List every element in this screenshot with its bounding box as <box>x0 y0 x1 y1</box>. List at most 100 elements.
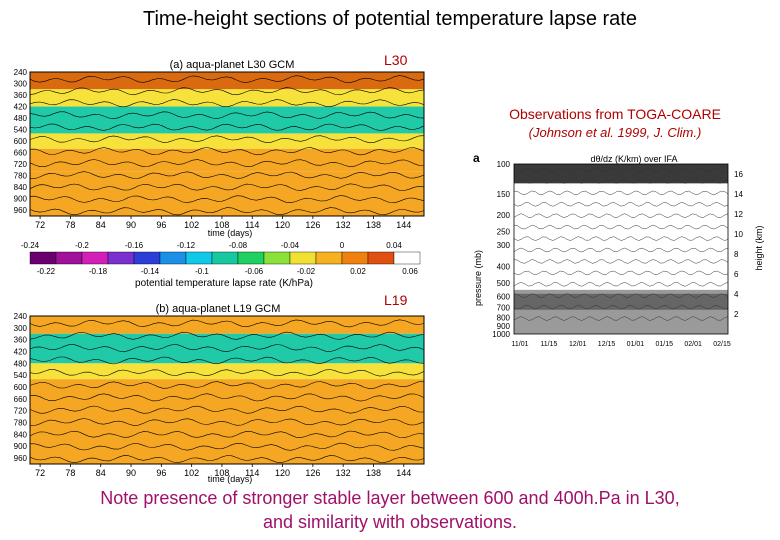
contour-line <box>29 430 425 439</box>
chart-title: (a) aqua-planet L30 GCM <box>170 59 295 71</box>
contour-line <box>29 455 425 464</box>
colorbar-upper-tick: -0.04 <box>281 241 300 250</box>
y-tick-label: 400 <box>497 262 511 271</box>
colorbar-upper-tick: -0.2 <box>75 241 89 250</box>
colorbar-lower-tick: 0.06 <box>402 267 418 276</box>
contour-line <box>513 247 729 253</box>
tropopause-band <box>514 164 728 184</box>
x-tick-label: 12/15 <box>598 341 616 348</box>
colorbar-upper-tick: 0 <box>340 241 345 250</box>
y2-tick-label: 2 <box>734 310 739 319</box>
x-tick-label: 120 <box>275 220 290 230</box>
colorbar-swatch <box>211 251 239 265</box>
contour-line <box>29 331 425 340</box>
note-line-1: Note presence of stronger stable layer b… <box>100 488 680 508</box>
band-3 <box>30 379 424 427</box>
x-tick-label: 126 <box>305 220 320 230</box>
y-tick-label: 420 <box>14 348 28 357</box>
x-tick-label: 138 <box>366 468 381 478</box>
x-tick-label: 144 <box>396 220 411 230</box>
contour-line <box>29 369 425 377</box>
y-tick-label: 480 <box>14 114 28 123</box>
colorbar-label: potential temperature lapse rate (K/hPa) <box>135 278 313 289</box>
x-tick-label: 72 <box>35 468 45 478</box>
y2-tick-label: 16 <box>734 170 743 179</box>
colorbar-swatch <box>133 251 161 265</box>
x-tick-label: 120 <box>275 468 290 478</box>
contour-line <box>513 316 729 321</box>
contour-line <box>29 75 425 84</box>
y-tick-label: 360 <box>14 91 28 100</box>
observations-citation: (Johnson et al. 1999, J. Clim.) <box>528 125 702 140</box>
y-tick-label: 500 <box>497 279 511 288</box>
x-tick-label: 72 <box>35 220 45 230</box>
y-tick-label: 1000 <box>492 330 510 339</box>
y-tick-label: 600 <box>497 292 511 301</box>
colorbar-swatch <box>159 251 187 265</box>
y-tick-label: 240 <box>14 68 28 77</box>
panel-letter: a <box>473 151 480 165</box>
y-tick-label: 360 <box>14 336 28 345</box>
contour-line <box>29 356 425 365</box>
contour-line <box>513 236 729 241</box>
contour-line <box>29 159 425 168</box>
x-axis-label: time (days) <box>208 474 253 484</box>
contour-line <box>513 282 729 287</box>
contour-line <box>29 123 425 131</box>
x-tick-label: 11/15 <box>540 341 557 348</box>
x-tick-label: 96 <box>156 220 166 230</box>
contour-line <box>29 207 425 216</box>
colorbar-lower-tick: 0.02 <box>350 267 366 276</box>
y-tick-label: 240 <box>14 312 28 321</box>
colorbar-lower-tick: -0.14 <box>141 267 160 276</box>
colorbar-lower-tick: -0.02 <box>297 267 316 276</box>
y-axis-label: pressure (mb) <box>473 250 483 306</box>
contour-line <box>29 87 425 96</box>
y-tick-label: 780 <box>14 172 28 181</box>
contour-line <box>29 344 425 353</box>
contour-line <box>513 179 729 184</box>
y-tick-label: 960 <box>14 206 28 215</box>
x-tick-label: 90 <box>126 220 136 230</box>
contour-line <box>513 259 729 264</box>
note-line-2: and similarity with observations. <box>262 512 518 532</box>
contour-line <box>513 270 729 276</box>
y-tick-label: 960 <box>14 454 28 463</box>
contour-line <box>513 304 729 310</box>
y-tick-label: 100 <box>497 160 511 169</box>
x-tick-label: 11/01 <box>512 341 529 348</box>
contour-line <box>30 171 425 179</box>
x-tick-label: 84 <box>96 468 106 478</box>
stable-layer-band <box>514 293 728 310</box>
chart-title: dθ/dz (K/km) over IFA <box>590 154 677 164</box>
colorbar-lower-tick: -0.1 <box>195 267 209 276</box>
x-tick-label: 108 <box>214 468 229 478</box>
y-tick-label: 840 <box>14 183 28 192</box>
contour-line <box>29 405 424 414</box>
l30-time-height-chart: (a) aqua-planet L30 GCM 240 300 360 420 480 5… <box>14 59 425 238</box>
colorbar-swatch <box>237 251 265 265</box>
l19-label: L19 <box>384 292 408 308</box>
contour-line <box>29 111 425 120</box>
y-tick-label: 150 <box>497 190 511 199</box>
band-0 <box>30 316 424 334</box>
contour-line <box>29 99 425 108</box>
plot-frame <box>29 71 425 217</box>
y-tick-label: 300 <box>14 324 28 333</box>
note-text: Note presence of stronger stable layer b… <box>20 486 760 534</box>
y-tick-label: 480 <box>14 359 28 368</box>
y-tick-label: 300 <box>14 80 28 89</box>
colorbar-swatch <box>341 251 369 265</box>
contour-line <box>513 224 729 230</box>
y-tick-label: 600 <box>14 137 28 146</box>
contour-line <box>29 195 425 204</box>
y-tick-label: 720 <box>14 160 28 169</box>
x-tick-label: 132 <box>336 468 351 478</box>
x-tick-label: 01/15 <box>656 341 674 348</box>
contour-line <box>513 167 729 173</box>
band-2 <box>30 363 424 380</box>
colorbar-swatch <box>263 251 291 265</box>
x-tick-label: 96 <box>156 468 166 478</box>
contour-line <box>29 183 425 191</box>
x-tick-label: 102 <box>184 468 199 478</box>
